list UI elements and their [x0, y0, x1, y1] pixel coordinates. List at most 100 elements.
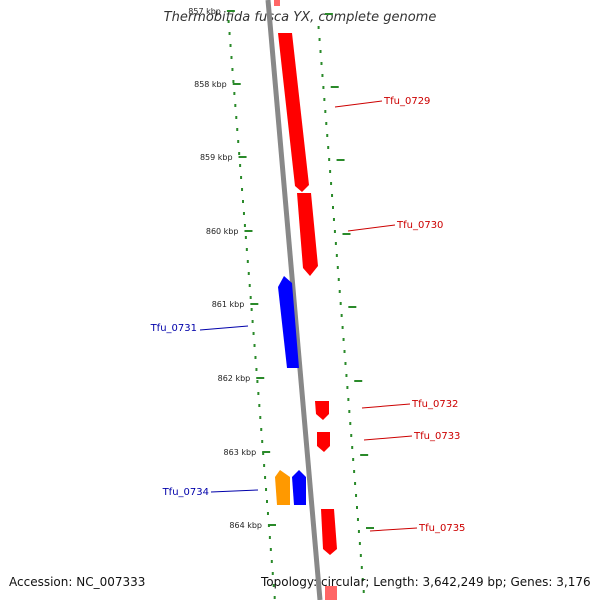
backbone-bottom-marker	[325, 586, 337, 600]
ruler-dot-left	[247, 272, 250, 275]
ruler-dot-right	[323, 98, 326, 101]
ruler-dot-left	[264, 476, 267, 479]
ruler-dot-left	[227, 20, 230, 23]
ruler-dot-left	[242, 200, 244, 203]
gene-arrow-tfu_0729[interactable]	[278, 33, 309, 192]
ruler-tick	[226, 10, 235, 12]
ruler-dot-left	[260, 428, 263, 431]
ruler-tick-label: 862 kbp	[218, 374, 251, 383]
ruler-dot-left	[271, 572, 274, 575]
ruler-dot-right	[321, 74, 324, 77]
ruler-dot-right	[332, 206, 334, 209]
ruler-dot-left	[258, 404, 261, 407]
gene-label-tfu_0731[interactable]: Tfu_0731	[150, 323, 197, 334]
ruler-tick	[232, 83, 241, 85]
ruler-dot-right	[353, 470, 356, 473]
gene-label-leader	[361, 403, 411, 409]
gene-arrow-tfu_0731[interactable]	[278, 276, 299, 368]
gene-label-tfu_0730[interactable]: Tfu_0730	[396, 220, 443, 231]
ruler-tick	[238, 156, 247, 158]
ruler-tick-right	[354, 380, 363, 382]
ruler-tick-label: 860 kbp	[206, 227, 239, 236]
ruler-dot-left	[233, 92, 236, 95]
gene-label-tfu_0733[interactable]: Tfu_0733	[413, 431, 460, 442]
ruler-dot-right	[332, 218, 335, 221]
gene-arrow-tfu_0730[interactable]	[297, 193, 318, 276]
ruler-dot-right	[318, 38, 321, 41]
ruler-dot-right	[342, 338, 345, 341]
ruler-tick-right	[330, 86, 339, 88]
ruler-dot-left	[240, 176, 243, 179]
ruler-dot-right	[329, 170, 332, 173]
ruler-tick-right	[366, 527, 374, 529]
ruler-dot-right	[345, 374, 348, 377]
ruler-dot-right	[325, 122, 328, 125]
ruler-tick-label: 864 kbp	[229, 521, 262, 530]
ruler-tick	[244, 230, 253, 232]
ruler-dot-left	[263, 464, 266, 467]
ruler-dot-right	[350, 434, 353, 437]
ruler-dot-right	[330, 182, 333, 185]
backbone-layer	[265, 0, 337, 600]
ruler-dot-left	[272, 584, 275, 587]
gene-arrow-tfu_0732[interactable]	[315, 401, 329, 420]
ruler-dot-right	[351, 446, 354, 449]
ruler-dot-left	[266, 512, 269, 515]
ruler-dot-left	[230, 56, 233, 59]
ruler-dot-right	[361, 578, 364, 581]
gene-label-tfu_0732[interactable]: Tfu_0732	[411, 399, 458, 410]
ruler-dot-right	[331, 194, 334, 197]
ruler-dot-right	[347, 398, 350, 401]
gene-label-leader	[199, 325, 249, 331]
ruler-dot-right	[324, 110, 327, 113]
ruler-dot-left	[248, 284, 251, 287]
gene-arrow-tfu_0735[interactable]	[321, 509, 337, 555]
ruler-dot-right	[340, 314, 343, 317]
ruler-dot-right	[333, 230, 336, 233]
ruler-dot-right	[341, 326, 344, 329]
ruler-dot-left	[259, 416, 262, 419]
gene-label-tfu_0729[interactable]: Tfu_0729	[383, 96, 430, 107]
gene-arrow-unlabeled[interactable]	[292, 470, 306, 505]
ruler-dot-right	[357, 530, 360, 533]
ruler-tick-label: 863 kbp	[224, 448, 257, 457]
ruler-dot-right	[339, 302, 342, 305]
ruler-dot-left	[262, 452, 265, 455]
ruler-tick	[250, 303, 259, 305]
ruler-dot-left	[249, 296, 252, 299]
ruler-dot-left	[243, 224, 246, 227]
gene-label-leader	[334, 100, 383, 108]
gene-arrow-tfu_0733[interactable]	[317, 432, 330, 452]
ruler-tick-right	[324, 13, 333, 15]
gene-label-tfu_0735[interactable]: Tfu_0735	[418, 523, 465, 534]
ruler-dot-right	[317, 26, 320, 29]
ruler-dot-left	[229, 44, 232, 47]
ruler-dot-left	[231, 68, 234, 71]
ruler-tick-label: 859 kbp	[200, 153, 233, 162]
gene-label-tfu_0734[interactable]: Tfu_0734	[162, 487, 209, 498]
gene-arrow-tfu_0734[interactable]	[275, 470, 290, 505]
gene-layer	[275, 33, 337, 555]
gene-label-leader	[363, 435, 413, 441]
ruler-tick	[256, 377, 265, 379]
ruler-tick-label: 858 kbp	[194, 80, 227, 89]
ruler-dot-left	[251, 320, 254, 323]
backbone-top-marker	[274, 0, 280, 6]
ruler-dot-right	[346, 386, 349, 389]
ruler-dot-left	[236, 128, 239, 131]
ruler-dot-right	[359, 554, 362, 557]
gene-label-leader	[210, 489, 259, 493]
accession-text: Accession: NC_007333	[9, 575, 146, 589]
ruler-dot-left	[234, 104, 237, 107]
ruler-dot-left	[250, 308, 253, 311]
ruler-dot-left	[241, 188, 244, 191]
ruler-dot-right	[338, 290, 341, 293]
ruler-dot-right	[319, 50, 322, 53]
ruler-dot-left	[239, 164, 242, 167]
ruler-dot-right	[356, 506, 358, 509]
genome-summary-text: Topology: circular; Length: 3,642,249 bp…	[261, 575, 591, 589]
map-title: Thermobifida fusca YX, complete genome	[163, 10, 437, 25]
ruler-dot-right	[355, 494, 358, 497]
